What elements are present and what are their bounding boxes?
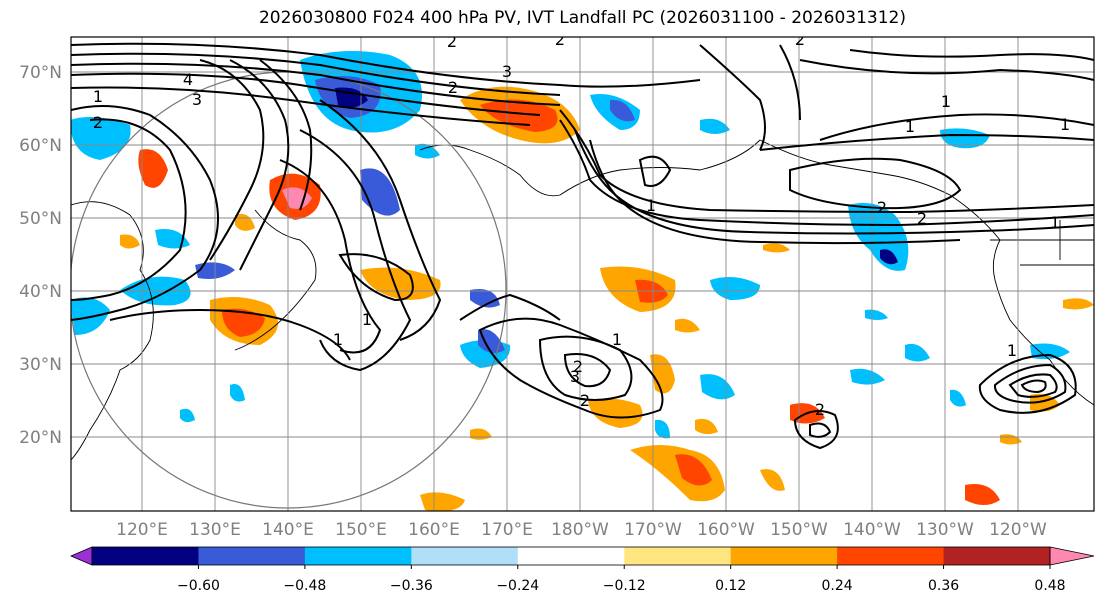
contour-label: 1	[612, 330, 622, 349]
lon-label: 140°W	[843, 520, 901, 540]
contour-label: 1	[646, 196, 656, 215]
contour-label: 2	[815, 400, 825, 419]
colorbar-segment	[943, 547, 1051, 565]
contour-label: 3	[570, 367, 580, 386]
contour-label: 2	[447, 32, 457, 51]
colorbar-tick-label: −0.60	[177, 578, 220, 594]
contour-label: 3	[192, 90, 202, 109]
lat-label: 30°N	[19, 355, 62, 375]
colorbar-segment	[92, 547, 199, 565]
longitude-labels: 120°E 130°E 140°E 150°E 160°E 170°E 180°W 170°W…	[116, 520, 1047, 540]
colorbar-tick-label: 0.12	[715, 578, 746, 594]
latitude-labels: 70°N 60°N 50°N 40°N 30°N 20°N	[19, 63, 62, 448]
lon-label: 170°E	[481, 520, 533, 540]
contour-label: 1	[1007, 341, 1017, 360]
colorbar-outline	[91, 546, 1051, 566]
contour-label: 1	[362, 310, 372, 329]
coastlines	[71, 139, 1094, 461]
contour-label: 1	[333, 330, 343, 349]
contour-label: 2	[877, 198, 887, 217]
lon-label: 180°W	[551, 520, 609, 540]
lat-label: 70°N	[19, 63, 62, 83]
graticule	[71, 37, 1094, 511]
contour-label: 2	[555, 30, 565, 49]
ivt-contours	[71, 42, 1094, 450]
contour-label: 2	[573, 357, 583, 376]
contour-label: 3	[502, 62, 512, 81]
colorbar-segment	[730, 547, 838, 565]
plot-frame	[70, 36, 1095, 512]
contour-label: 1	[1050, 213, 1060, 232]
lon-label: 130°E	[189, 520, 241, 540]
colorbar-segment	[517, 547, 625, 565]
colorbar-tick-label: −0.48	[283, 578, 326, 594]
lon-label: 120°E	[116, 520, 168, 540]
lat-label: 40°N	[19, 282, 62, 302]
colorbar	[69, 546, 1095, 566]
contour-label: 2	[917, 209, 927, 228]
lon-label: 140°E	[262, 520, 314, 540]
colorbar-tick-label: 0.36	[928, 578, 959, 594]
contour-label: 2	[93, 113, 103, 132]
lon-label: 150°W	[770, 520, 828, 540]
lat-label: 50°N	[19, 209, 62, 229]
colorbar-segment	[198, 547, 306, 565]
contour-label: 2	[580, 391, 590, 410]
colorbar-tick-label: 0.24	[822, 578, 853, 594]
lat-label: 20°N	[19, 428, 62, 448]
contour-label: 1	[1060, 115, 1070, 134]
contour-label: 4	[183, 70, 193, 89]
pv-positive-anomalies	[120, 86, 1094, 511]
lon-label: 170°W	[624, 520, 682, 540]
lon-label: 160°E	[408, 520, 460, 540]
lon-label: 160°W	[697, 520, 755, 540]
colorbar-tick-labels: −0.60 −0.48 −0.36 −0.24 −0.12 0.12 0.24 0.36 0.4…	[177, 565, 1066, 594]
colorbar-tick-label: −0.24	[496, 578, 539, 594]
lon-label: 130°W	[916, 520, 974, 540]
contour-label: 2	[448, 78, 458, 97]
contour-label: 1	[93, 87, 103, 106]
colorbar-segment	[624, 547, 732, 565]
colorbar-segment	[304, 547, 412, 565]
colorbar-segment	[837, 547, 945, 565]
colorbar-extension-min	[69, 546, 93, 566]
lat-label: 60°N	[19, 136, 62, 156]
colorbar-tick-label: −0.12	[603, 578, 646, 594]
colorbar-tick-label: −0.36	[390, 578, 433, 594]
colorbar-tick-label: 0.48	[1034, 578, 1065, 594]
contour-label: 1	[905, 117, 915, 136]
contour-label: 2	[795, 30, 805, 49]
map-title: 2026030800 F024 400 hPa PV, IVT Landfall…	[258, 8, 906, 28]
lon-label: 150°E	[335, 520, 387, 540]
lon-label: 120°W	[989, 520, 1047, 540]
contour-label: 1	[941, 92, 951, 111]
colorbar-extension-max	[1049, 546, 1095, 566]
colorbar-segment	[411, 547, 519, 565]
